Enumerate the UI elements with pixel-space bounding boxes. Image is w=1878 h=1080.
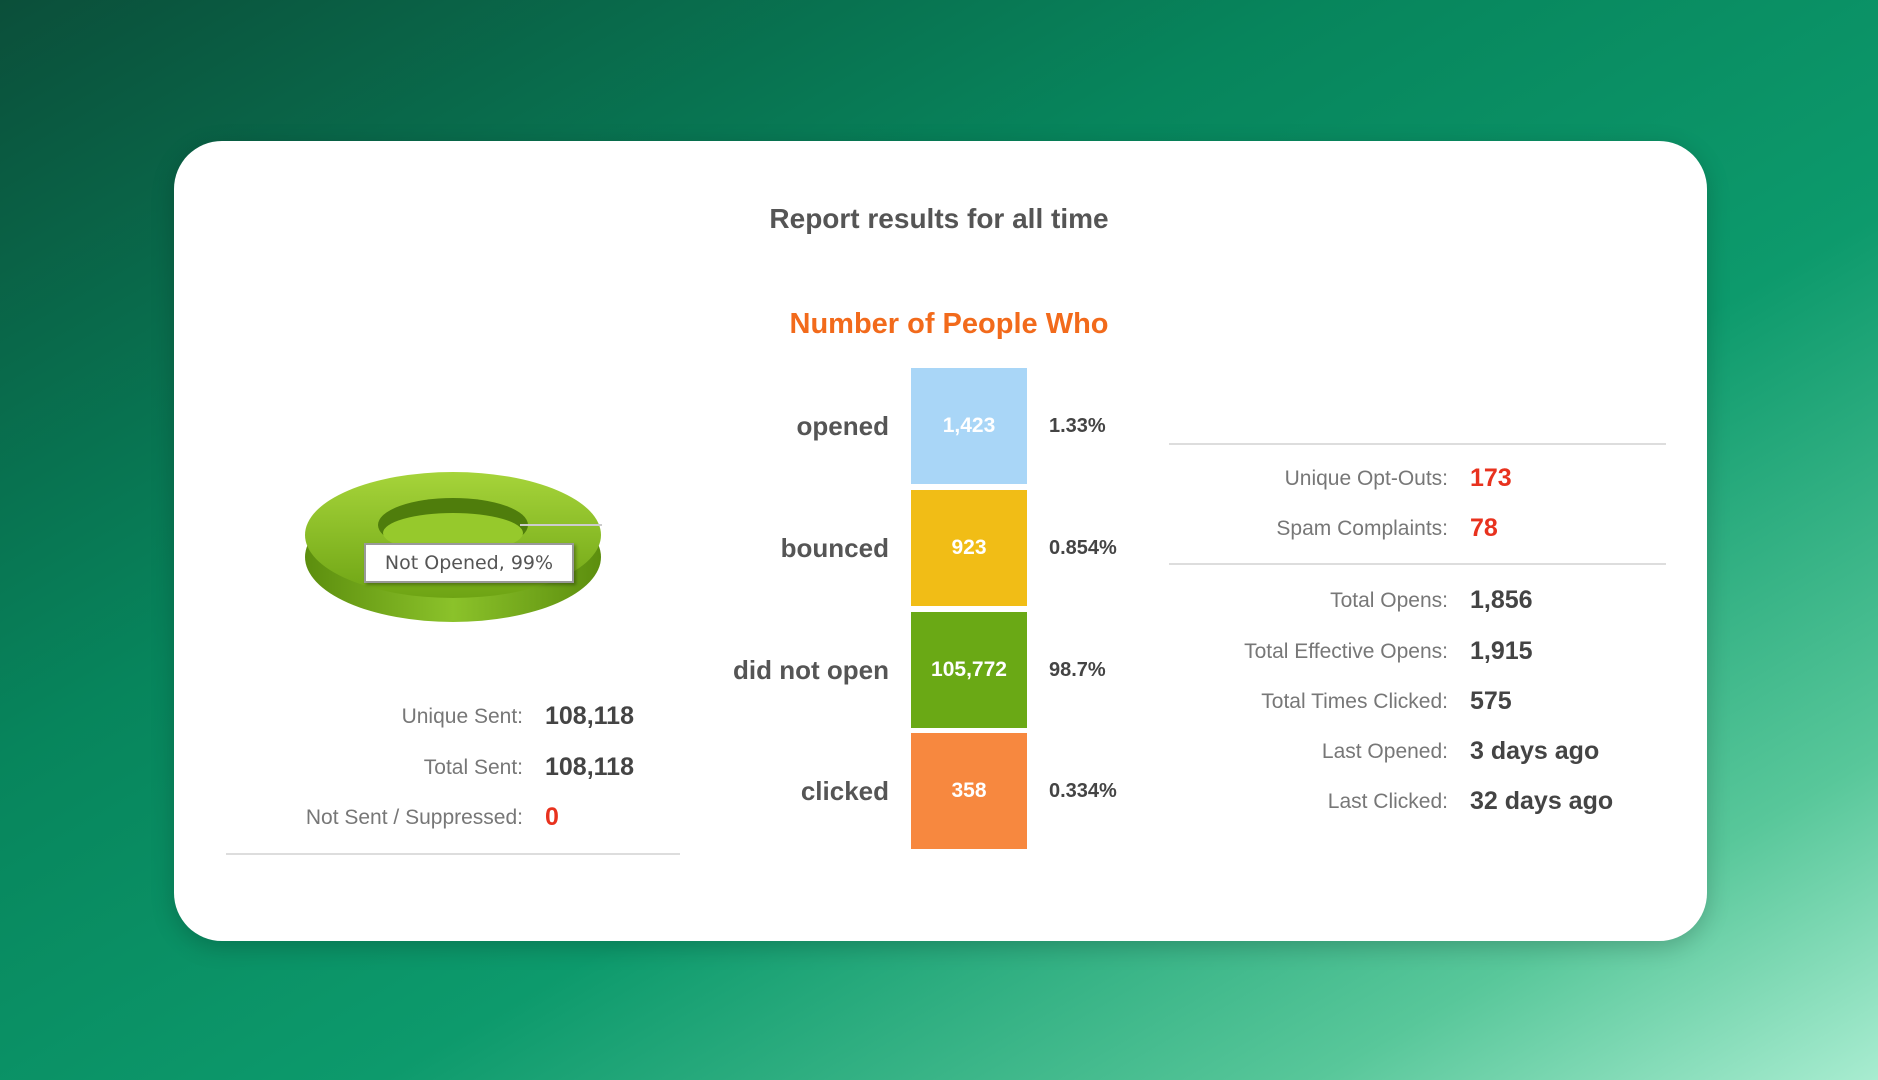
funnel-percent: 98.7% [1049,659,1106,681]
stat-label: Total Effective Opens: [1244,640,1448,663]
report-title: Report results for all time [769,203,1109,234]
stat-label: Total Opens: [1330,589,1448,612]
funnel-percent: 1.33% [1049,415,1106,437]
funnel-percent: 0.854% [1049,537,1117,559]
stat-label: Unique Sent: [401,705,523,728]
divider [1169,443,1666,445]
stat-value: 575 [1470,687,1512,715]
stat-label: Not Sent / Suppressed: [305,806,523,829]
divider [226,853,680,855]
stat-label: Last Clicked: [1327,790,1448,813]
funnel-percent: 0.334% [1049,780,1117,802]
funnel-bar: 1,423 [911,368,1027,484]
stat-label: Total Sent: [423,756,523,779]
stat-value: 3 days ago [1470,737,1600,765]
funnel-label: opened [796,411,889,441]
stat-label: Unique Opt-Outs: [1284,467,1448,490]
stat-value: 0 [545,803,559,831]
stat-value: 1,915 [1470,637,1533,665]
stat-label: Total Times Clicked: [1261,690,1448,713]
funnel-bar: 358 [911,733,1027,849]
donut-label: Not Opened, 99% [364,543,574,583]
divider [1169,563,1666,565]
stat-value: 108,118 [545,753,634,781]
stat-value: 78 [1470,514,1498,542]
stat-value: 108,118 [545,702,634,730]
funnel-bar: 105,772 [911,612,1027,728]
funnel-label: clicked [800,776,889,806]
funnel-label: bounced [780,533,889,563]
stat-value: 173 [1470,464,1512,492]
stat-value: 1,856 [1470,586,1533,614]
stat-value: 32 days ago [1470,787,1614,815]
funnel-bar: 923 [911,490,1027,606]
funnel-label: did not open [733,655,889,685]
stat-label: Last Opened: [1321,740,1448,763]
stat-label: Spam Complaints: [1276,517,1448,540]
funnel-title: Number of People Who [789,308,1109,340]
